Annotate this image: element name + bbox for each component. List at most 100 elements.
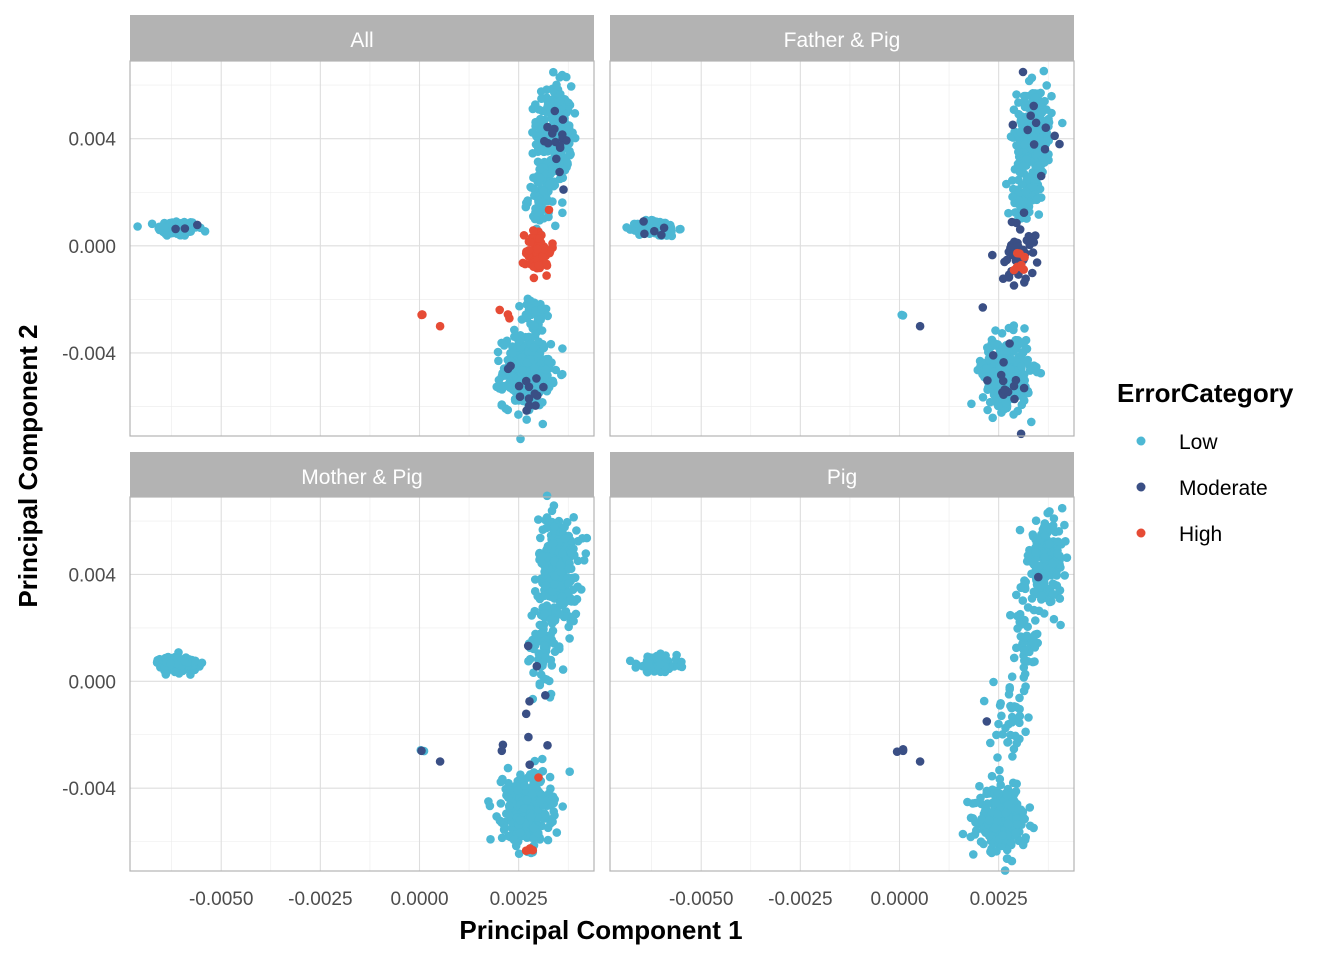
facet-title: Father & Pig (784, 29, 901, 52)
point-low (514, 849, 524, 858)
point-low (546, 615, 556, 625)
point-low (672, 650, 681, 660)
point-low (147, 219, 157, 229)
point-moderate (915, 321, 925, 331)
point-moderate (1019, 208, 1029, 217)
point-moderate (657, 230, 666, 240)
point-low (1006, 837, 1016, 847)
point-moderate (171, 224, 180, 234)
x-tick-label: 0.0025 (490, 889, 548, 910)
point-moderate (1031, 118, 1041, 128)
point-moderate (558, 130, 567, 139)
facet-title: Mother & Pig (301, 466, 422, 489)
point-moderate (498, 740, 508, 750)
point-low (519, 804, 529, 813)
point-moderate (525, 697, 534, 706)
point-moderate (523, 641, 533, 651)
point-high (539, 244, 548, 254)
point-low (555, 560, 565, 570)
point-low (982, 364, 991, 373)
point-low (543, 835, 553, 845)
point-low (1011, 787, 1021, 796)
point-low (508, 342, 517, 351)
point-high (518, 258, 528, 268)
point-moderate (435, 757, 445, 766)
point-high (542, 271, 551, 280)
point-low (1049, 514, 1059, 523)
point-low (538, 525, 548, 534)
point-low (1001, 808, 1010, 818)
point-low (197, 658, 207, 668)
point-moderate (1031, 231, 1040, 240)
point-low (543, 311, 552, 321)
point-high (519, 231, 529, 240)
point-low (570, 573, 580, 583)
point-low (1007, 672, 1017, 681)
point-low (1031, 616, 1040, 625)
point-low (515, 828, 525, 838)
point-low (997, 711, 1006, 721)
point-low (556, 97, 565, 106)
point-low (1047, 108, 1056, 118)
panel-border (129, 60, 595, 437)
point-low (486, 835, 495, 844)
point-low (530, 606, 539, 616)
point-low (530, 364, 539, 373)
point-moderate (1040, 144, 1050, 154)
point-moderate (531, 401, 540, 410)
point-low (565, 634, 574, 643)
point-low (524, 332, 534, 342)
point-low (1019, 686, 1029, 696)
point-moderate (540, 136, 549, 146)
point-low (504, 793, 513, 802)
point-moderate (999, 358, 1008, 367)
point-moderate (1010, 394, 1019, 404)
point-low (569, 513, 578, 522)
point-low (505, 812, 515, 821)
point-low (990, 339, 1000, 348)
point-low (170, 667, 180, 677)
point-low (1039, 66, 1049, 76)
point-low (518, 366, 528, 375)
point-low (564, 579, 573, 588)
point-low (966, 813, 976, 823)
point-moderate (524, 394, 534, 403)
point-low (581, 549, 591, 558)
point-low (1042, 81, 1051, 90)
point-low (533, 591, 542, 601)
point-low (1061, 537, 1070, 546)
point-low (499, 381, 508, 391)
y-axis-title: Principal Component 2 (13, 324, 43, 607)
legend-label-high: High (1179, 523, 1222, 546)
point-low (1027, 73, 1037, 83)
point-moderate (1022, 236, 1032, 245)
point-low (496, 799, 506, 808)
point-low (966, 832, 975, 842)
point-low (571, 609, 581, 619)
point-low (545, 179, 554, 189)
point-low (1015, 525, 1025, 535)
point-low (1013, 819, 1022, 829)
point-high (528, 845, 538, 855)
legend-key-low (1136, 436, 1146, 446)
point-low (990, 823, 1000, 833)
point-low (1031, 516, 1041, 525)
point-low (569, 616, 578, 626)
point-low (1029, 560, 1039, 569)
point-moderate (982, 717, 992, 726)
point-low (578, 534, 587, 543)
point-low (971, 798, 980, 808)
point-low (551, 365, 561, 375)
point-high (526, 237, 535, 247)
point-low (1029, 638, 1038, 647)
point-moderate (503, 364, 513, 374)
point-moderate (998, 274, 1008, 284)
point-low (1009, 105, 1019, 114)
point-low (1030, 93, 1040, 102)
point-high (521, 846, 531, 855)
point-low (542, 491, 552, 501)
point-low (967, 399, 976, 409)
y-tick-label: 0.000 (68, 672, 116, 693)
point-low (1032, 195, 1041, 205)
point-low (1012, 643, 1021, 653)
